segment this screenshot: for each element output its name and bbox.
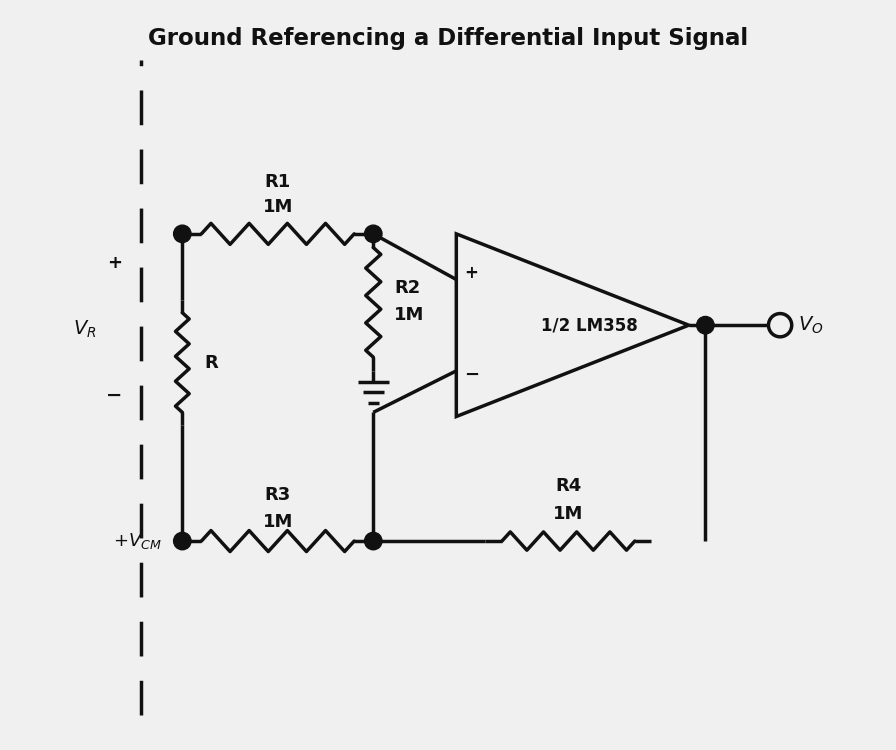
Text: $V_R$: $V_R$ bbox=[73, 319, 96, 340]
Text: +: + bbox=[464, 264, 478, 282]
Text: Ground Referencing a Differential Input Signal: Ground Referencing a Differential Input … bbox=[148, 27, 748, 50]
Text: R: R bbox=[204, 353, 218, 371]
Text: 1M: 1M bbox=[394, 306, 425, 324]
Text: −: − bbox=[106, 386, 123, 405]
Text: −: − bbox=[464, 366, 478, 384]
Text: R4: R4 bbox=[556, 478, 582, 496]
Text: 1/2 LM358: 1/2 LM358 bbox=[541, 316, 638, 334]
Text: R2: R2 bbox=[394, 279, 420, 297]
Text: 1M: 1M bbox=[263, 197, 293, 215]
Text: R1: R1 bbox=[264, 172, 291, 190]
Text: 1M: 1M bbox=[263, 513, 293, 531]
Circle shape bbox=[365, 225, 382, 242]
Text: $V_O$: $V_O$ bbox=[798, 314, 824, 336]
Circle shape bbox=[697, 316, 714, 334]
Circle shape bbox=[174, 225, 191, 242]
Text: R3: R3 bbox=[264, 486, 291, 504]
Circle shape bbox=[769, 314, 792, 337]
Text: +: + bbox=[107, 254, 122, 272]
Text: $+V_{CM}$: $+V_{CM}$ bbox=[113, 531, 161, 551]
Circle shape bbox=[174, 532, 191, 550]
Text: 1M: 1M bbox=[553, 505, 583, 523]
Circle shape bbox=[365, 532, 382, 550]
